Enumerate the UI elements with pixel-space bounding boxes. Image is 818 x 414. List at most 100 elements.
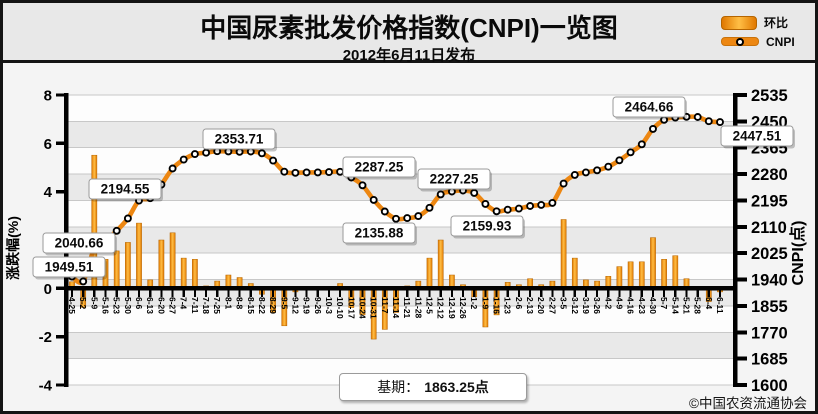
x-tick-marks	[70, 290, 722, 297]
svg-text:11-7: 11-7	[380, 297, 390, 314]
svg-text:5-28: 5-28	[693, 297, 703, 314]
svg-text:1855: 1855	[751, 298, 788, 316]
svg-text:0: 0	[44, 281, 52, 298]
svg-text:2-20: 2-20	[536, 297, 546, 314]
left-axis-title: 涨跌幅(%)	[5, 216, 21, 280]
bar-series-swatch-icon	[721, 15, 757, 30]
svg-text:2464.66: 2464.66	[625, 100, 674, 115]
svg-text:10-31: 10-31	[369, 297, 379, 319]
svg-text:8-8: 8-8	[235, 297, 245, 310]
line-marker-dot-icon	[736, 37, 744, 46]
svg-text:2535: 2535	[751, 87, 788, 105]
svg-text:4-9: 4-9	[614, 297, 624, 310]
svg-text:9-12: 9-12	[290, 297, 300, 314]
base-period-note: 基期： 1863.25点	[339, 373, 527, 401]
svg-text:10-3: 10-3	[324, 297, 334, 314]
copyright-text: ©中国农资流通协会	[689, 396, 807, 411]
legend-label-cnpi: CNPI	[766, 34, 795, 49]
svg-text:5-14: 5-14	[670, 297, 680, 314]
svg-text:1940: 1940	[751, 272, 788, 290]
svg-text:4: 4	[44, 184, 53, 201]
legend-label-huanbi: 环比	[764, 16, 789, 30]
svg-text:6-6: 6-6	[134, 297, 144, 310]
svg-text:1-2: 1-2	[469, 297, 479, 310]
svg-text:7-25: 7-25	[212, 297, 222, 314]
svg-text:-4: -4	[39, 378, 53, 395]
svg-text:2025: 2025	[751, 245, 788, 263]
svg-text:1-16: 1-16	[492, 297, 502, 314]
svg-text:2-13: 2-13	[525, 297, 535, 314]
svg-text:3-5: 3-5	[559, 297, 569, 310]
publish-date-subtitle: 2012年6月11日发布	[342, 47, 476, 64]
svg-text:8: 8	[44, 88, 52, 105]
svg-text:2353.71: 2353.71	[215, 132, 264, 147]
svg-text:11-28: 11-28	[413, 297, 423, 319]
base-period-value: 1863.25点	[424, 379, 489, 395]
chart-canvas: 4-25 5-2 5-9 5-16 5-23 5-30 6-6 6-13 6-20 6-27 7-4…	[5, 87, 807, 395]
svg-text:1-23: 1-23	[503, 297, 513, 314]
svg-text:6: 6	[44, 136, 52, 153]
svg-text:2227.25: 2227.25	[430, 172, 479, 187]
svg-text:4-23: 4-23	[637, 297, 647, 314]
svg-text:5-30: 5-30	[123, 297, 133, 314]
svg-text:12-12: 12-12	[436, 297, 446, 319]
data-callouts: 1949.51 2040.66 2194.55 2353.71 2287.25 2135.…	[32, 96, 795, 280]
svg-text:5-7: 5-7	[659, 297, 669, 310]
svg-text:12-26: 12-26	[458, 297, 468, 319]
svg-text:8-1: 8-1	[223, 297, 233, 310]
svg-text:5-23: 5-23	[112, 297, 122, 314]
svg-text:10-17: 10-17	[346, 297, 356, 319]
svg-text:7-4: 7-4	[179, 297, 189, 310]
page-title: 中国尿素批发价格指数(CNPI)一览图	[200, 13, 618, 43]
svg-text:7-18: 7-18	[201, 297, 211, 314]
svg-text:6-11: 6-11	[715, 297, 725, 314]
svg-text:1600: 1600	[751, 377, 788, 395]
axis-value-labels: 86420-2-42535245023652280219521102025194…	[39, 87, 788, 395]
svg-text:3-19: 3-19	[581, 297, 591, 314]
svg-text:5-2: 5-2	[78, 297, 88, 310]
legend-item-cnpi: CNPI	[721, 32, 809, 51]
svg-text:6-27: 6-27	[168, 297, 178, 314]
svg-text:2-6: 2-6	[514, 297, 524, 310]
svg-text:11-14: 11-14	[391, 297, 401, 319]
svg-text:10-10: 10-10	[335, 297, 345, 319]
right-axis-title: CNPI(点)	[788, 221, 807, 286]
svg-text:2195: 2195	[751, 192, 788, 210]
svg-text:9-19: 9-19	[302, 297, 312, 314]
svg-text:12-19: 12-19	[447, 297, 457, 319]
svg-text:6-20: 6-20	[156, 297, 166, 314]
svg-text:2110: 2110	[751, 219, 787, 237]
svg-text:5-21: 5-21	[681, 297, 691, 314]
svg-text:8-15: 8-15	[246, 297, 256, 314]
svg-text:2280: 2280	[751, 166, 788, 184]
plot-bands	[68, 95, 734, 385]
svg-text:2287.25: 2287.25	[355, 160, 404, 175]
svg-text:2159.93: 2159.93	[463, 219, 512, 234]
svg-text:2194.55: 2194.55	[101, 182, 150, 197]
svg-text:1770: 1770	[751, 324, 788, 342]
svg-text:2-27: 2-27	[547, 297, 557, 314]
chart-legend: 环比 CNPI	[721, 13, 809, 51]
legend-item-huanbi: 环比	[721, 13, 809, 32]
svg-text:9-26: 9-26	[313, 297, 323, 314]
svg-text:8-29: 8-29	[268, 297, 278, 314]
base-period-label: 基期：	[377, 379, 420, 395]
chart-header: 中国尿素批发价格指数(CNPI)一览图 2012年6月11日发布 环比 CNPI	[3, 3, 815, 64]
svg-text:4-25: 4-25	[67, 297, 77, 314]
svg-text:4-16: 4-16	[626, 297, 636, 314]
svg-text:1685: 1685	[751, 351, 788, 369]
svg-text:6-4: 6-4	[704, 297, 714, 310]
svg-text:3-12: 3-12	[570, 297, 580, 314]
svg-text:2135.88: 2135.88	[355, 226, 404, 241]
svg-text:5-16: 5-16	[101, 297, 111, 314]
svg-text:4-30: 4-30	[648, 297, 658, 314]
svg-text:10-24: 10-24	[357, 297, 367, 319]
svg-text:5-9: 5-9	[89, 297, 99, 310]
svg-text:8-22: 8-22	[257, 297, 267, 314]
bar-series-huanbi	[69, 154, 723, 340]
svg-text:12-5: 12-5	[425, 297, 435, 314]
svg-text:4-2: 4-2	[603, 297, 613, 310]
svg-text:2040.66: 2040.66	[55, 236, 104, 251]
x-axis-labels: 4-25 5-2 5-9 5-16 5-23 5-30 6-6 6-13 6-20 6-27 7-4…	[67, 297, 725, 319]
